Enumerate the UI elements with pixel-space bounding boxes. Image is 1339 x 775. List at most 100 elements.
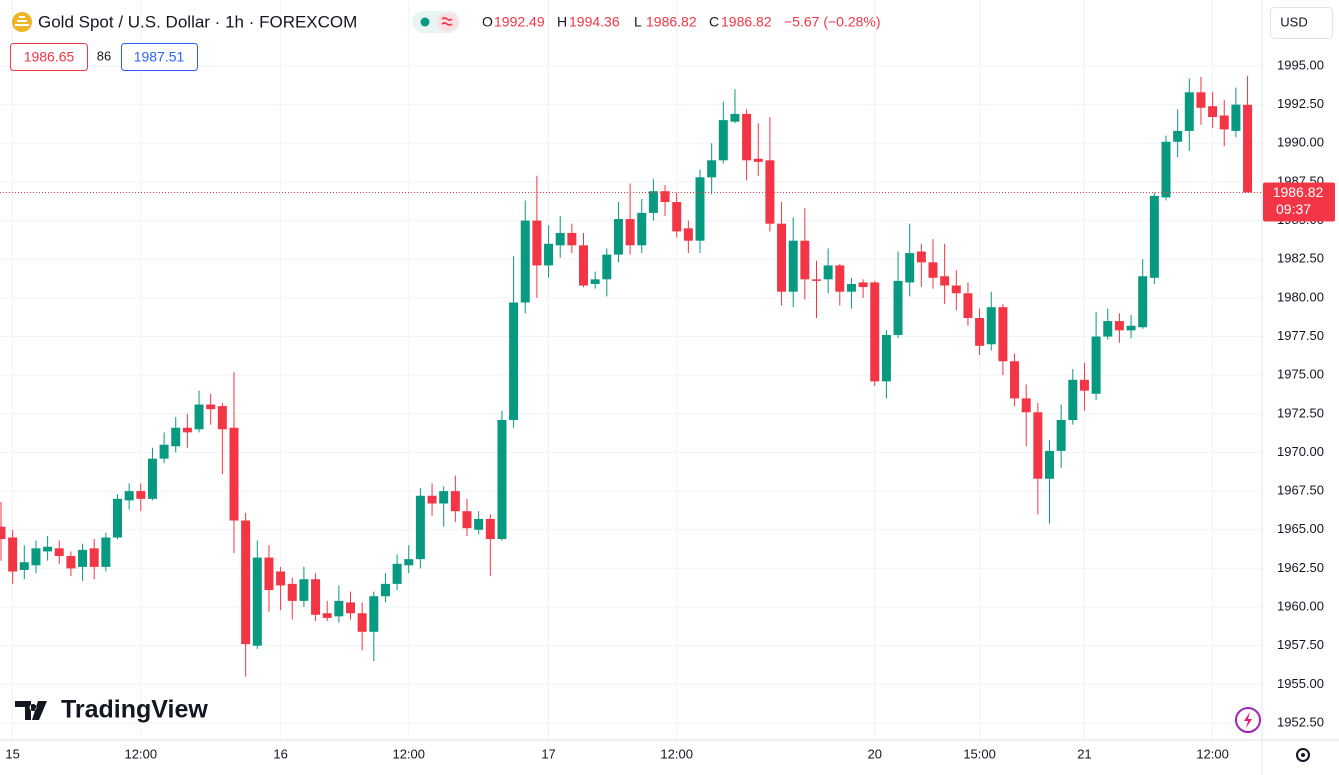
candle-body — [101, 537, 111, 567]
bid-box[interactable] — [10, 43, 88, 71]
candle-body — [823, 265, 833, 280]
candle-body — [1219, 115, 1229, 130]
candle-body — [1138, 276, 1148, 328]
candle-body — [415, 495, 425, 560]
candle-body — [800, 240, 810, 280]
settings-icon[interactable] — [1296, 748, 1310, 762]
candle-body — [1126, 325, 1136, 331]
candle-body — [113, 498, 122, 538]
ohlc-value: 1994.36 — [569, 14, 620, 30]
candle-body — [730, 113, 740, 122]
currency-button[interactable] — [1270, 7, 1333, 39]
candle-body — [998, 307, 1008, 362]
candle-body — [695, 177, 705, 241]
ohlc-legend: O 1992.49 H 1994.36 L 1986.82 C 1986.82 — [482, 14, 772, 30]
alert-icon[interactable] — [1235, 707, 1261, 733]
axes: 1952.50 1955.00 1957.50 1960.00 1962.50 1965.… — [5, 57, 1324, 761]
x-tick-label: 12:00 — [660, 746, 693, 761]
x-tick-label: 12:00 — [125, 746, 158, 761]
candle-body — [975, 317, 985, 346]
candle-body — [322, 613, 332, 618]
ohlc-label: L — [634, 14, 642, 30]
y-tick-label: 1955.00 — [1277, 676, 1324, 691]
brand-logo — [15, 701, 47, 720]
candle-body — [1184, 92, 1194, 131]
candle-body — [0, 526, 6, 540]
candle-body — [928, 262, 938, 278]
last-price-label: 1986.82 — [1273, 184, 1324, 200]
y-tick-label: 1970.00 — [1277, 444, 1324, 459]
ask-box[interactable] — [121, 43, 198, 71]
candle-body — [171, 427, 181, 447]
candle-body — [858, 282, 868, 288]
candle-body — [579, 245, 588, 286]
candle-body — [1056, 420, 1066, 451]
brand: TradingView — [61, 696, 208, 724]
bid: 1986.65 — [24, 49, 75, 65]
candle-body — [1045, 450, 1054, 479]
status-dot — [420, 17, 430, 27]
candle-body — [1173, 130, 1183, 142]
chart-title[interactable]: Gold Spot / U.S. Dollar · 1h · FOREXCOM — [38, 12, 357, 31]
candle-body — [940, 276, 950, 286]
candle-body — [485, 518, 495, 540]
change: −5.67 (−0.28%) — [784, 14, 881, 30]
x-tick-label: 15 — [5, 746, 19, 761]
candles — [0, 75, 1253, 677]
candle-body — [893, 280, 903, 335]
x-tick-label: 15:00 — [963, 746, 996, 761]
candle-body — [951, 285, 961, 294]
candle-body — [43, 546, 53, 552]
candle-body — [963, 293, 973, 318]
y-tick-label: 1992.50 — [1277, 96, 1324, 111]
y-tick-label: 1982.50 — [1277, 251, 1324, 266]
x-tick-label: 20 — [868, 746, 882, 761]
ask: 1987.51 — [134, 49, 185, 65]
ohlc-label: O — [482, 14, 493, 30]
candle-body — [881, 334, 891, 382]
candle-body — [124, 491, 134, 501]
candle-body — [1149, 195, 1159, 278]
y-tick-label: 1957.50 — [1277, 637, 1324, 652]
candle-body — [870, 282, 880, 382]
candle-body — [194, 404, 204, 430]
candle-body — [555, 232, 565, 246]
candle-body — [439, 491, 449, 504]
currency: USD — [1280, 14, 1307, 29]
candle-body — [1068, 379, 1078, 421]
symbol-icon-mark — [15, 16, 29, 26]
y-tick-label: 1975.00 — [1277, 367, 1324, 382]
candle-body — [450, 491, 460, 512]
x-tick-label: 16 — [273, 746, 287, 761]
candle-body — [229, 427, 239, 521]
candle-body — [182, 427, 192, 433]
candle-body — [136, 491, 146, 499]
candle-body — [590, 279, 600, 284]
candle-body — [986, 307, 996, 345]
x-tick-label: 17 — [541, 746, 555, 761]
y-tick-label: 1960.00 — [1277, 598, 1324, 613]
status-icon — [441, 17, 453, 26]
candle-body — [1243, 104, 1253, 193]
y-tick-label: 1972.50 — [1277, 405, 1324, 420]
candle-body — [672, 202, 682, 232]
candle-body — [707, 160, 717, 178]
candle-body — [474, 518, 484, 530]
ohlc-label: C — [709, 14, 719, 30]
candle-body — [78, 549, 88, 567]
x-tick-label: 12:00 — [392, 746, 425, 761]
candle-body — [346, 602, 355, 614]
candle-body — [753, 158, 763, 162]
candle-body — [520, 220, 530, 303]
ohlc-label: H — [557, 14, 567, 30]
y-tick-label: 1977.50 — [1277, 328, 1324, 343]
candle-body — [835, 265, 845, 292]
y-tick-label: 1962.50 — [1277, 560, 1324, 575]
candle-body — [380, 583, 390, 597]
candle-body — [648, 191, 658, 213]
candle-body — [718, 120, 728, 161]
candle-body — [1231, 104, 1241, 131]
ohlc-value: 1992.49 — [494, 14, 545, 30]
